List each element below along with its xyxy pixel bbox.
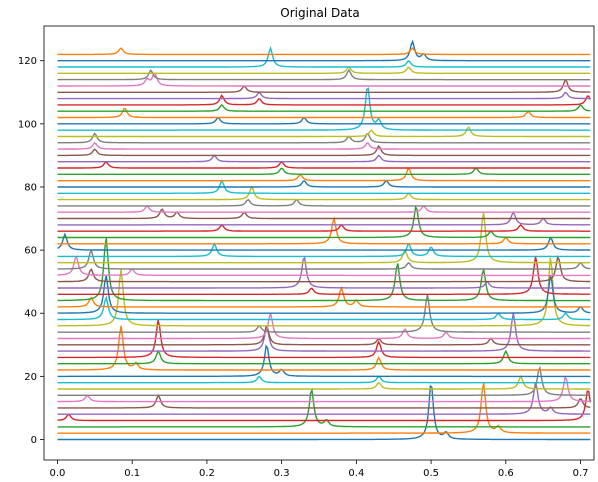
series-line <box>57 210 591 226</box>
chart-title: Original Data <box>280 6 359 20</box>
y-tick-label: 80 <box>24 182 37 193</box>
series-line <box>57 72 591 87</box>
series-line <box>57 39 591 62</box>
axes-frame <box>43 25 595 461</box>
series-line <box>57 208 591 220</box>
series-line <box>57 179 591 195</box>
series-line <box>57 65 591 75</box>
series-line <box>57 87 591 131</box>
series-line <box>57 255 591 277</box>
series-line <box>57 91 591 100</box>
series-line <box>57 374 591 390</box>
plot-area <box>57 39 591 441</box>
series-line <box>57 365 591 396</box>
series-line <box>57 384 591 441</box>
x-tick-label: 0.1 <box>124 468 140 479</box>
series-line <box>57 126 591 138</box>
axis-ticks: 0.0 0.1 0.2 0.3 0.4 0.5 0.6 0.7 0 20 40 60 80 100 120 <box>18 56 589 479</box>
series-line <box>57 46 591 68</box>
series-line <box>57 382 591 434</box>
series-line <box>57 160 591 169</box>
y-tick-label: 40 <box>24 309 37 320</box>
series-line <box>57 47 591 56</box>
series-line <box>57 94 591 106</box>
series-line <box>57 295 591 321</box>
series-line <box>57 68 591 81</box>
series-line <box>57 255 591 289</box>
x-tick-label: 0.7 <box>573 468 589 479</box>
series-line <box>57 186 591 201</box>
y-tick-label: 100 <box>18 119 37 130</box>
series-line <box>57 393 591 409</box>
series-line <box>57 223 591 232</box>
series-line <box>57 313 591 340</box>
x-tick-label: 0.0 <box>49 468 65 479</box>
x-tick-label: 0.4 <box>348 468 364 479</box>
series-line <box>57 205 591 239</box>
series-line <box>57 154 591 163</box>
y-tick-label: 120 <box>18 56 37 67</box>
x-tick-label: 0.2 <box>199 468 215 479</box>
series-line <box>57 242 591 258</box>
series-line <box>57 387 591 428</box>
x-tick-label: 0.6 <box>498 468 514 479</box>
series-line <box>57 349 591 365</box>
series-line <box>57 256 591 295</box>
series-line <box>57 212 591 264</box>
series-line <box>57 344 591 378</box>
series-line <box>57 375 591 384</box>
series-line <box>57 167 591 176</box>
series-line <box>57 275 591 314</box>
y-tick-label: 0 <box>31 435 37 446</box>
series-line <box>57 103 591 112</box>
x-tick-label: 0.5 <box>423 468 439 479</box>
series-line <box>57 255 591 283</box>
series-line <box>57 179 591 188</box>
series-line <box>57 325 591 346</box>
series-line <box>57 257 591 327</box>
series-line <box>57 319 591 359</box>
series-line <box>57 107 591 119</box>
series-line <box>57 248 591 270</box>
series-line <box>57 116 591 125</box>
series-line <box>57 294 591 333</box>
series-line <box>57 313 591 352</box>
series-line <box>57 325 591 371</box>
y-tick-label: 20 <box>24 372 37 383</box>
series-line <box>57 144 591 157</box>
series-line <box>57 216 591 245</box>
series-line <box>57 390 591 422</box>
x-tick-label: 0.3 <box>274 468 290 479</box>
series-line <box>57 285 591 308</box>
series-line <box>57 167 591 182</box>
series-line <box>57 382 591 415</box>
series-line <box>57 132 591 144</box>
series-line <box>57 198 591 207</box>
series-line <box>57 232 591 251</box>
series-line <box>57 375 591 403</box>
y-tick-label: 60 <box>24 246 37 257</box>
series-line <box>57 238 591 302</box>
series-line <box>57 78 591 94</box>
series-line <box>57 141 591 150</box>
